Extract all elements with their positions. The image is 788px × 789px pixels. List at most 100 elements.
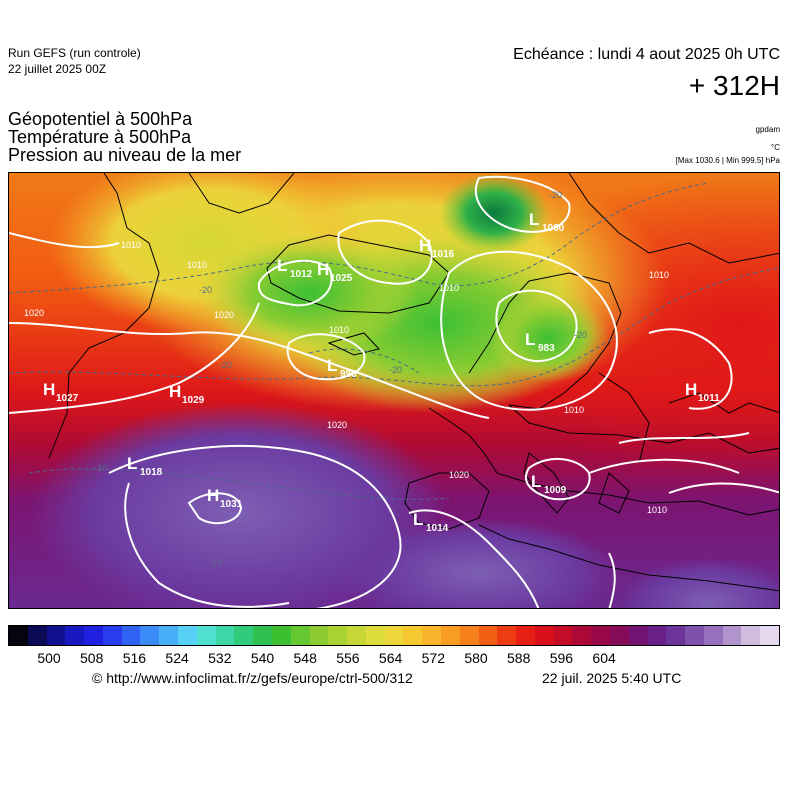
svg-text:1029: 1029 — [182, 395, 205, 406]
color-swatch — [121, 626, 141, 645]
isotherm-label: -20 — [199, 285, 212, 295]
unit-pressure-range: [Max 1030.6 | Min 999.5] hPa — [675, 156, 780, 165]
color-swatch — [722, 626, 742, 645]
svg-text:H: H — [169, 382, 181, 401]
color-scale-tick-label: 580 — [464, 650, 488, 666]
pressure-center: L 990 — [327, 356, 357, 380]
svg-text:H: H — [43, 380, 55, 399]
svg-text:H: H — [207, 486, 219, 505]
color-swatch — [196, 626, 216, 645]
color-swatch — [178, 626, 197, 645]
color-scale-tick-label: 596 — [549, 650, 574, 666]
color-swatch — [703, 626, 723, 645]
svg-text:1009: 1009 — [544, 485, 567, 496]
isotherm-label: -20 — [389, 365, 402, 375]
color-swatch — [384, 626, 404, 645]
color-scale-tick-label: 532 — [208, 650, 232, 666]
color-swatch — [610, 626, 629, 645]
pressure-center: L 983 — [525, 330, 555, 354]
isobar-label: 1010 — [187, 260, 207, 270]
isobar-label: 1010 — [329, 325, 349, 335]
isobar-label: 1010 — [564, 405, 584, 415]
svg-text:L: L — [531, 472, 541, 491]
pressure-center: L 1018 — [127, 454, 163, 478]
color-swatch — [647, 626, 667, 645]
pressure-center: H 1029 — [169, 382, 205, 406]
isobar-label: 1020 — [24, 308, 44, 318]
color-scale-tick-label: 540 — [250, 650, 275, 666]
svg-text:L: L — [413, 510, 423, 529]
pressure-center: L 1012 — [277, 256, 313, 280]
valid-time: Echéance : lundi 4 aout 2025 0h UTC — [513, 46, 780, 63]
isotherm-label: -20 — [549, 190, 562, 200]
color-swatch — [440, 626, 460, 645]
isotherm-label: -10 — [94, 463, 107, 473]
svg-text:1018: 1018 — [140, 467, 163, 478]
isobar-label: 1020 — [327, 420, 347, 430]
color-swatch — [234, 626, 254, 645]
svg-text:1000: 1000 — [542, 223, 565, 234]
isotherm-label: -10 — [209, 558, 222, 568]
pressure-center: L 1009 — [531, 472, 567, 496]
color-scale-tick-label: 572 — [421, 650, 445, 666]
color-swatch — [422, 626, 441, 645]
svg-text:1031: 1031 — [220, 499, 243, 510]
pressure-center: L 1014 — [413, 510, 449, 534]
svg-text:983: 983 — [538, 343, 555, 354]
lead-time: + 312H — [688, 70, 780, 101]
color-swatch — [760, 626, 780, 645]
color-scale-tick-label: 556 — [336, 650, 360, 666]
color-scale-tick-label: 500 — [37, 650, 61, 666]
svg-text:L: L — [127, 454, 137, 473]
color-swatch — [65, 626, 85, 645]
color-swatch — [27, 626, 47, 645]
pressure-center: L 1000 — [529, 210, 565, 234]
color-swatch — [46, 626, 66, 645]
pressure-center: H 1016 — [419, 236, 455, 260]
svg-text:990: 990 — [340, 369, 357, 380]
color-swatch — [84, 626, 103, 645]
isotherm-label: -20 — [219, 360, 232, 370]
color-scale-tick-label: 516 — [122, 650, 147, 666]
pressure-center: H 1027 — [43, 380, 79, 404]
color-scale-tick-label: 604 — [592, 650, 616, 666]
isobar-label: 1010 — [649, 270, 669, 280]
color-swatch — [403, 626, 423, 645]
color-swatch — [478, 626, 498, 645]
svg-text:H: H — [317, 260, 329, 279]
color-swatch — [140, 626, 160, 645]
color-scale-tick-label: 564 — [378, 650, 403, 666]
color-swatch — [328, 626, 348, 645]
isobar-label: 1020 — [214, 310, 234, 320]
isobars — [9, 175, 779, 608]
color-swatch — [497, 626, 517, 645]
forecast-map: 1010 1020 1010 1020 1010 1010 1010 1020 … — [8, 172, 780, 609]
pressure-center: H 1031 — [207, 486, 243, 510]
color-swatch — [685, 626, 704, 645]
temperature-isotherms — [9, 182, 779, 500]
run-title: Run GEFS (run controle) — [8, 46, 141, 60]
svg-text:L: L — [525, 330, 535, 349]
generation-time: 22 juil. 2025 5:40 UTC — [542, 670, 682, 686]
pressure-centers: H 1027 H 1029 H 1031 L 1018 L 1012 H 102… — [43, 210, 720, 534]
color-swatch — [159, 626, 179, 645]
isotherm-value-labels: -20 -20 -20 -20 -10 -10 -20 — [94, 190, 587, 568]
run-date: 22 juillet 2025 00Z — [8, 62, 107, 76]
color-swatch — [365, 626, 385, 645]
unit-geopotential: gpdam — [755, 125, 780, 134]
color-swatch — [253, 626, 272, 645]
svg-text:1014: 1014 — [426, 523, 449, 534]
coastlines — [48, 173, 779, 592]
svg-text:1016: 1016 — [432, 249, 455, 260]
color-swatch — [516, 626, 535, 645]
color-swatch — [9, 626, 28, 645]
svg-text:H: H — [685, 380, 697, 399]
isotherm-label: -20 — [574, 330, 587, 340]
color-scale-tick-label: 588 — [507, 650, 531, 666]
isobar-label: 1020 — [449, 470, 469, 480]
pressure-center: H 1025 — [317, 260, 353, 284]
color-swatch — [534, 626, 554, 645]
unit-temperature: °C — [771, 143, 780, 152]
color-swatch — [628, 626, 648, 645]
svg-text:H: H — [419, 236, 431, 255]
